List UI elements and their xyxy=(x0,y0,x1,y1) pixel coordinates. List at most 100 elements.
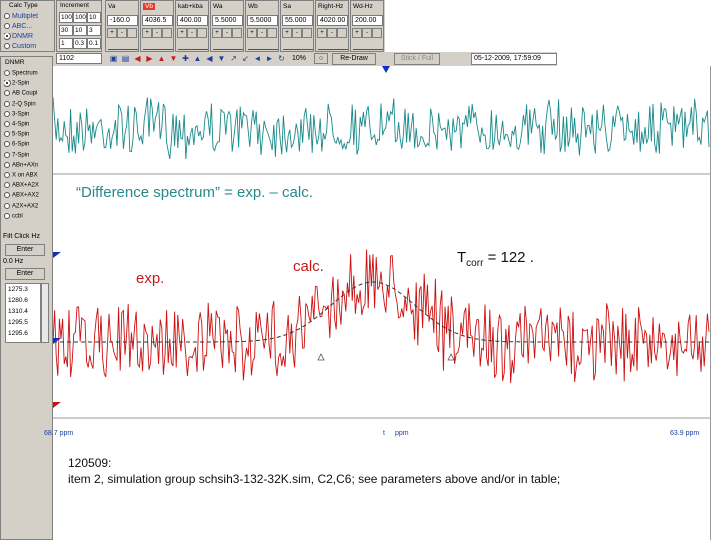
shrink-icon[interactable]: ↙ xyxy=(242,54,249,63)
level-marker-icon[interactable] xyxy=(53,252,61,258)
increment-value[interactable]: 10 xyxy=(87,12,101,23)
parameter-value-field[interactable]: -160.0 xyxy=(107,15,138,26)
right-scroll-strip[interactable] xyxy=(710,66,720,540)
peak-list-item[interactable]: 1310.4 xyxy=(8,308,28,315)
parameter-slider[interactable] xyxy=(213,41,243,50)
parameter-slider[interactable] xyxy=(353,41,383,50)
dnmr-option[interactable]: 4-Spin xyxy=(4,121,29,128)
adjust-button[interactable]: - xyxy=(292,28,302,38)
adjust-button[interactable]: + xyxy=(177,28,187,38)
peak-marker-a[interactable] xyxy=(317,353,325,361)
adjust-button[interactable]: + xyxy=(247,28,257,38)
spectrum-plot[interactable] xyxy=(53,66,710,540)
scroll-right-icon[interactable]: ► xyxy=(265,54,274,63)
dnmr-option[interactable]: X on ABX xyxy=(4,172,38,179)
adjust-button[interactable]: + xyxy=(282,28,292,38)
dnmr-option[interactable]: 2-Q Spin xyxy=(4,100,36,107)
peak-list[interactable]: 1275.3 1280.6 1310.4 1295.5 1295.6 xyxy=(5,283,41,343)
save-icon[interactable]: ▣ xyxy=(109,54,118,63)
shift-up-icon[interactable]: ▲ xyxy=(193,54,202,63)
dnmr-option[interactable]: 5-Spin xyxy=(4,131,29,138)
adjust-button[interactable]: - xyxy=(327,28,337,38)
parameter-value-field[interactable]: 400.00 xyxy=(177,15,208,26)
parameter-value-field[interactable]: 200.00 xyxy=(352,15,383,26)
adjust-button[interactable] xyxy=(267,28,277,38)
adjust-button[interactable]: - xyxy=(222,28,232,38)
adjust-button[interactable] xyxy=(302,28,312,38)
adjust-button[interactable] xyxy=(162,28,172,38)
dnmr-option[interactable]: 7-Spin xyxy=(4,151,29,158)
adjust-button[interactable]: - xyxy=(362,28,372,38)
dnmr-option[interactable]: ABn+AXn xyxy=(4,161,38,168)
parameter-value-field[interactable]: 5.5000 xyxy=(212,15,243,26)
adjust-button[interactable] xyxy=(337,28,347,38)
parameter-value-field[interactable]: 5.5000 xyxy=(247,15,278,26)
dnmr-option[interactable]: ABX+AX2 xyxy=(4,192,39,199)
adjust-button[interactable]: + xyxy=(352,28,362,38)
stick-full-button[interactable]: Stick / Full xyxy=(394,53,440,65)
print-icon[interactable]: ▤ xyxy=(121,54,130,63)
baseline-marker-icon[interactable] xyxy=(53,338,61,344)
parameter-slider[interactable] xyxy=(143,41,173,50)
spectrum-area[interactable]: “Difference spectrum” = exp. – calc. exp… xyxy=(44,66,710,540)
dnmr-option[interactable]: 6-Spin xyxy=(4,141,29,148)
peak-list-item[interactable]: 1295.5 xyxy=(8,319,28,326)
peak-enter-button[interactable]: Enter xyxy=(5,268,45,280)
cursor-marker-icon[interactable] xyxy=(382,66,390,73)
parameter-slider[interactable] xyxy=(178,41,208,50)
adjust-button[interactable] xyxy=(127,28,137,38)
dnmr-option[interactable]: ABX+A2X xyxy=(4,182,39,189)
id-field[interactable]: 1102 xyxy=(56,53,102,64)
calc-type-option-custom[interactable]: Custom xyxy=(4,43,36,50)
calc-type-option-multiplet[interactable]: Multiplet xyxy=(4,13,38,20)
expand-icon[interactable]: ↗ xyxy=(230,54,237,63)
redraw-button[interactable]: Re-Draw xyxy=(332,53,376,65)
up-arrow-icon[interactable]: ▲ xyxy=(157,54,166,63)
adjust-button[interactable] xyxy=(372,28,382,38)
peak-marker-b[interactable] xyxy=(447,353,455,361)
adjust-button[interactable]: - xyxy=(117,28,127,38)
increment-value[interactable]: 1 xyxy=(59,38,73,49)
parameter-slider[interactable] xyxy=(318,41,348,50)
adjust-button[interactable] xyxy=(232,28,242,38)
increment-value[interactable]: 3 xyxy=(87,25,101,36)
filter-enter-button[interactable]: Enter xyxy=(5,244,45,256)
dnmr-option[interactable]: A2X+AX2 xyxy=(4,202,38,209)
adjust-button[interactable]: - xyxy=(187,28,197,38)
peak-list-item[interactable]: 1280.6 xyxy=(8,297,28,304)
refresh-icon[interactable]: ↻ xyxy=(278,54,285,63)
bottom-marker-icon[interactable] xyxy=(53,402,61,408)
dnmr-option[interactable]: AB Coupl xyxy=(4,90,37,97)
shift-down-icon[interactable]: ▼ xyxy=(217,54,226,63)
parameter-slider[interactable] xyxy=(283,41,313,50)
down-arrow-icon[interactable]: ▼ xyxy=(169,54,178,63)
dnmr-option[interactable]: ccbl xyxy=(4,212,23,219)
increment-value[interactable]: 1000 xyxy=(59,12,73,23)
adjust-button[interactable]: + xyxy=(317,28,327,38)
increment-value[interactable]: 10 xyxy=(73,25,87,36)
adjust-button[interactable]: + xyxy=(107,28,117,38)
adjust-button[interactable]: - xyxy=(152,28,162,38)
increment-value[interactable]: 100 xyxy=(73,12,87,23)
peak-list-scrollbar[interactable] xyxy=(41,283,49,343)
scroll-left-icon[interactable]: ◄ xyxy=(253,54,262,63)
increment-value[interactable]: 0.1 xyxy=(87,38,101,49)
calc-type-option-abc[interactable]: ABC... xyxy=(4,23,32,30)
adjust-button[interactable]: + xyxy=(142,28,152,38)
peak-list-item[interactable]: 1275.3 xyxy=(8,286,28,293)
increment-value[interactable]: 30 xyxy=(59,25,73,36)
parameter-value-field[interactable]: 4020.00 xyxy=(317,15,348,26)
increment-value[interactable]: 0.3 xyxy=(73,38,87,49)
left-arrow-icon[interactable]: ◀ xyxy=(134,54,141,63)
shift-left-icon[interactable]: ◀ xyxy=(206,54,213,63)
add-icon[interactable]: ✚ xyxy=(182,54,189,63)
parameter-value-field[interactable]: 55.000 xyxy=(282,15,313,26)
parameter-slider[interactable] xyxy=(248,41,278,50)
peak-list-item[interactable]: 1295.6 xyxy=(8,330,28,337)
parameter-slider[interactable] xyxy=(108,41,138,50)
parameter-value-field[interactable]: 4036.5 xyxy=(142,15,173,26)
dnmr-option[interactable]: 2-Spin xyxy=(4,80,29,87)
adjust-button[interactable]: - xyxy=(257,28,267,38)
adjust-button[interactable] xyxy=(197,28,207,38)
zoom-button[interactable]: ○ xyxy=(314,53,328,64)
